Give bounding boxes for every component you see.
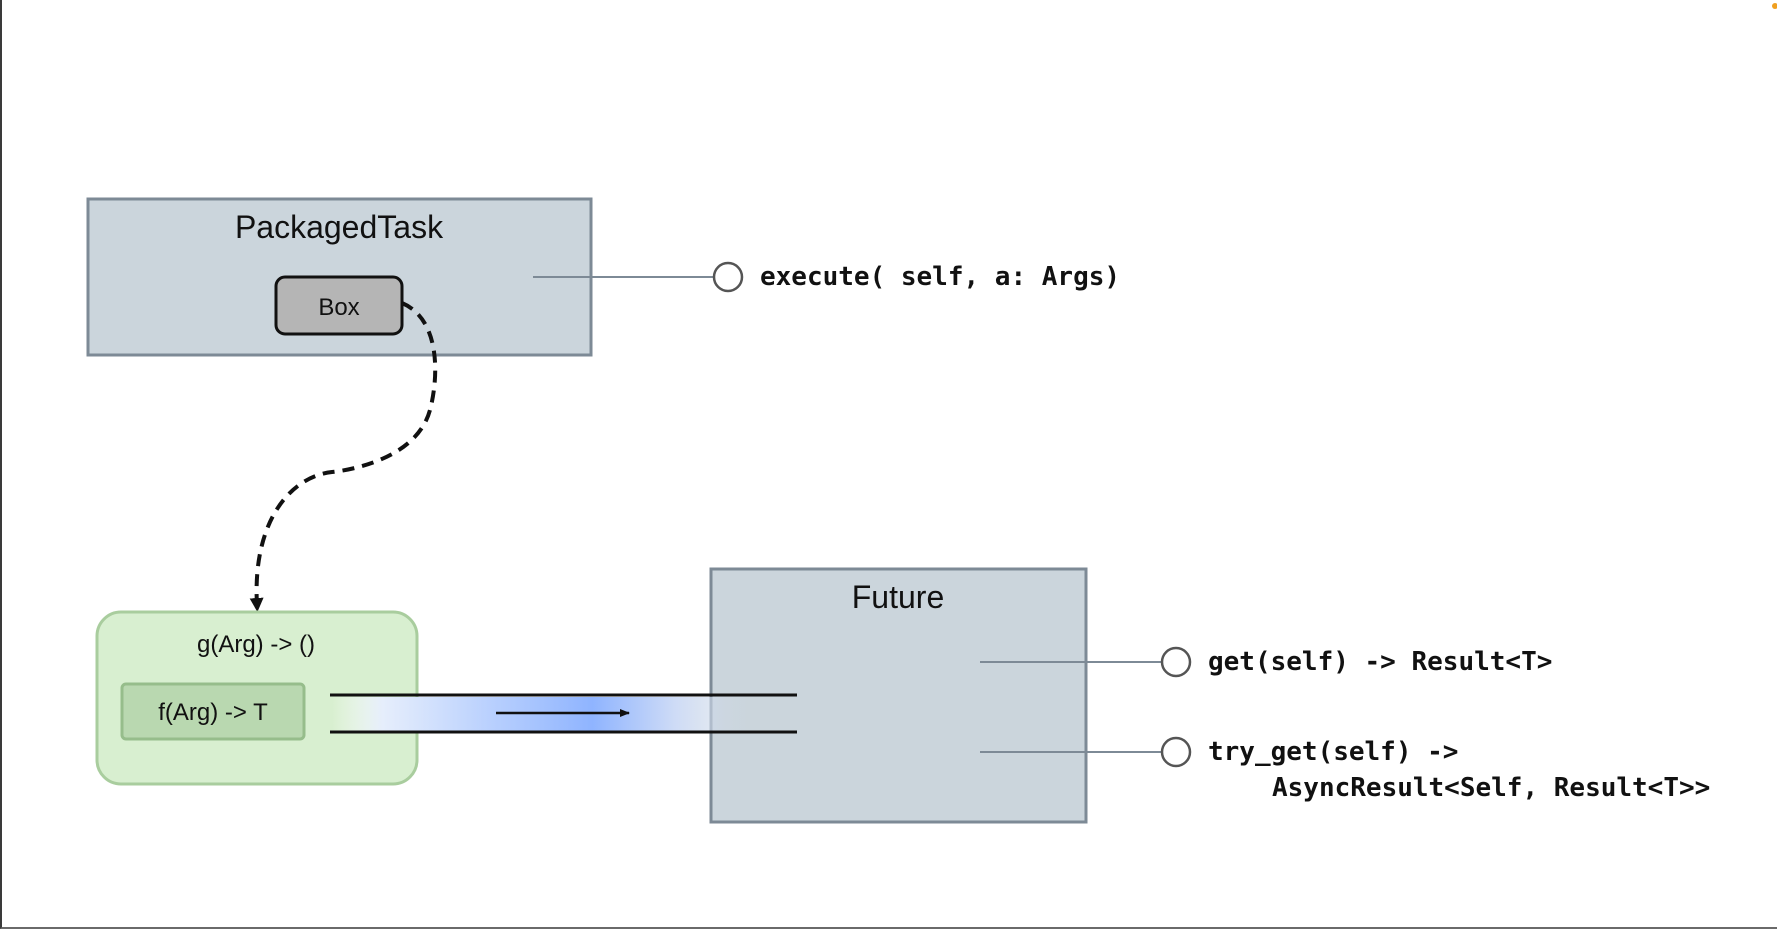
try-get-port-icon bbox=[1160, 736, 1192, 768]
closure-outer-label: g(Arg) -> () bbox=[197, 631, 315, 658]
result-channel bbox=[330, 693, 797, 734]
box-node bbox=[274, 275, 404, 336]
box-pointer-arrow bbox=[249, 301, 438, 612]
get-port-icon bbox=[1160, 646, 1192, 678]
closure-inner-box bbox=[120, 682, 306, 741]
try-get-method-label-line2: AsyncResult<Self, Result<T>> bbox=[1272, 773, 1710, 803]
get-interface: get(self) -> Result<T> bbox=[980, 646, 1552, 678]
packaged-task-title: PackagedTask bbox=[235, 209, 444, 245]
execute-method-label: execute( self, a: Args) bbox=[760, 262, 1120, 292]
try-get-interface: try_get(self) -> AsyncResult<Self, Resul… bbox=[980, 736, 1710, 803]
get-method-label: get(self) -> Result<T> bbox=[1208, 647, 1552, 677]
execute-interface: execute( self, a: Args) bbox=[533, 261, 1120, 293]
execute-port-icon bbox=[712, 261, 744, 293]
box-label: Box bbox=[318, 294, 359, 321]
closure-node: g(Arg) -> () f(Arg) -> T bbox=[95, 610, 419, 786]
closure-inner-label: f(Arg) -> T bbox=[158, 699, 268, 726]
try-get-method-label-line1: try_get(self) -> bbox=[1208, 737, 1458, 767]
packaged-task-node: PackagedTask Box bbox=[86, 197, 593, 357]
corner-indicator bbox=[1772, 3, 1777, 9]
future-title: Future bbox=[852, 579, 944, 615]
